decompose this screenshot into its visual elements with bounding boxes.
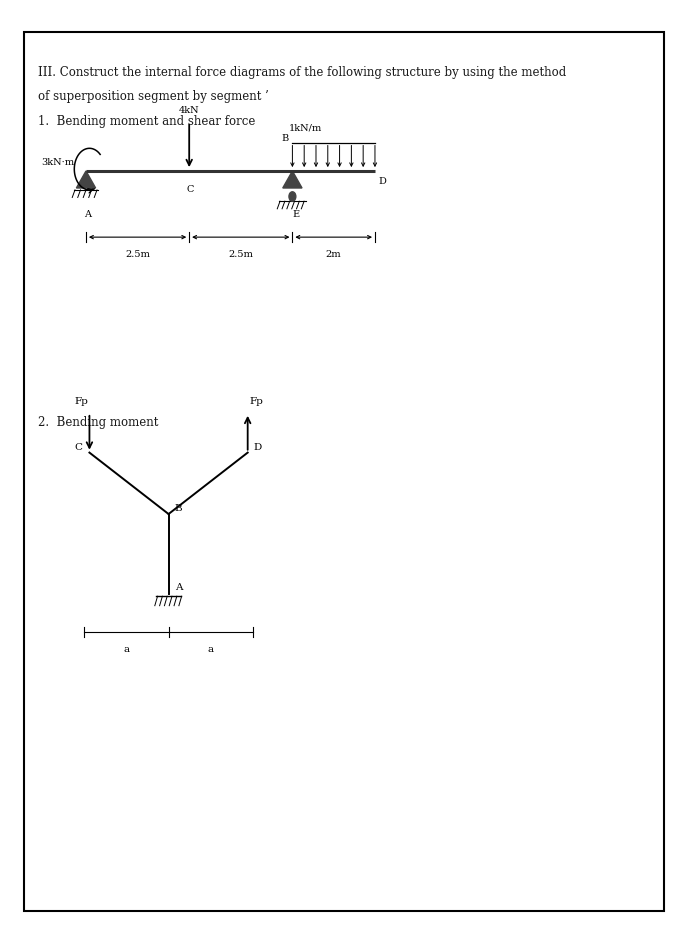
Text: B: B bbox=[174, 503, 182, 513]
Text: C: C bbox=[187, 185, 194, 194]
Text: E: E bbox=[292, 211, 299, 219]
Text: III. Construct the internal force diagrams of the following structure by using t: III. Construct the internal force diagra… bbox=[38, 66, 566, 79]
Polygon shape bbox=[76, 172, 96, 189]
Text: C: C bbox=[74, 442, 83, 451]
Text: D: D bbox=[378, 177, 386, 186]
Polygon shape bbox=[283, 172, 302, 189]
Text: 4kN: 4kN bbox=[179, 106, 200, 115]
Text: Fp: Fp bbox=[74, 396, 88, 406]
Text: B: B bbox=[281, 134, 288, 143]
Text: 3kN·m: 3kN·m bbox=[41, 158, 74, 167]
Text: 2.5m: 2.5m bbox=[228, 250, 253, 260]
Text: a: a bbox=[123, 645, 129, 654]
Text: 1kN/m: 1kN/m bbox=[289, 123, 322, 132]
Text: 1.  Bending moment and shear force: 1. Bending moment and shear force bbox=[38, 115, 255, 128]
Text: a: a bbox=[208, 645, 214, 654]
Text: Fp: Fp bbox=[249, 396, 263, 406]
Text: 2m: 2m bbox=[326, 250, 341, 260]
Text: 2.5m: 2.5m bbox=[125, 250, 150, 260]
Text: A: A bbox=[175, 582, 183, 591]
Circle shape bbox=[289, 193, 296, 202]
Text: of superposition segment by segment ’: of superposition segment by segment ’ bbox=[38, 90, 269, 103]
Text: 2.  Bending moment: 2. Bending moment bbox=[38, 415, 158, 429]
Text: D: D bbox=[253, 442, 261, 451]
Text: A: A bbox=[84, 211, 91, 219]
